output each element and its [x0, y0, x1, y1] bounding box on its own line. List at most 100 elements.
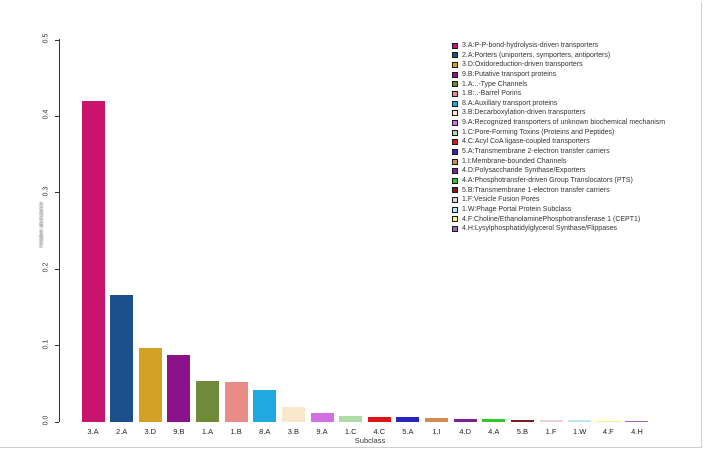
- legend-item: 9.A:Recognized transporters of unknown b…: [452, 118, 665, 128]
- bar: [482, 419, 506, 422]
- legend-swatch-icon: [452, 197, 458, 204]
- bar: [425, 418, 449, 422]
- bar: [281, 406, 305, 422]
- legend-item: 1.F:Vesicle Fusion Pores: [452, 195, 665, 205]
- legend-label: 3.A:P-P-bond-hydrolysis-driven transport…: [462, 42, 599, 49]
- legend-label: 4.F:Choline/EthanolaminePhosphotransfera…: [462, 215, 641, 223]
- bar: [138, 347, 162, 422]
- legend-swatch-icon: [452, 158, 458, 165]
- legend-swatch-icon: [452, 148, 458, 155]
- x-tick-label: 1.B: [230, 427, 242, 436]
- x-tick-label: 3.D: [144, 427, 157, 436]
- legend-label: 9.A:Recognized transporters of unknown b…: [462, 119, 666, 127]
- legend-item: 4.C:Acyl CoA ligase-coupled transporters: [452, 137, 665, 147]
- figure-frame-bottom: [0, 447, 702, 448]
- legend-item: 9.B:Putative transport proteins: [452, 70, 665, 80]
- legend-swatch-icon: [452, 168, 458, 175]
- bar: [81, 101, 105, 422]
- legend-label: 2.A:Porters (uniporters, symporters, ant…: [462, 51, 611, 59]
- legend-label: 9.B:Putative transport proteins: [462, 70, 557, 78]
- legend-label: 5.B:Transmembrane 1-electron transfer ca…: [462, 186, 610, 194]
- x-tick-label: 3.A: [87, 427, 99, 436]
- legend-item: 5.B:Transmembrane 1-electron transfer ca…: [452, 186, 665, 196]
- legend-swatch-icon: [452, 119, 458, 126]
- x-tick-label: 2.A: [115, 427, 128, 436]
- x-tick-label: 4.C: [373, 427, 386, 436]
- y-tick-mark: [55, 192, 59, 194]
- x-tick-label: 9.B: [173, 427, 185, 436]
- legend-swatch-icon: [452, 225, 458, 232]
- x-tick-label: 4.D: [459, 427, 472, 436]
- bar: [253, 389, 277, 422]
- y-tick-label: 0.2: [42, 262, 50, 273]
- legend-item: 1.A:..-Type Channels: [452, 80, 665, 90]
- legend-swatch-icon: [452, 42, 458, 49]
- legend-swatch-icon: [452, 71, 458, 78]
- legend-item: 1.I:Membrane-bounded Channels: [452, 157, 665, 167]
- legend-swatch-icon: [452, 216, 458, 223]
- legend-label: 1.B:..-Barrel Porins: [462, 90, 522, 98]
- x-tick-label: 5.A: [402, 427, 414, 436]
- legend-label: 4.D:Polysaccharide Synthase/Exporters: [462, 167, 586, 175]
- legend-swatch-icon: [452, 52, 458, 59]
- bar: [167, 354, 191, 422]
- legend-swatch-icon: [452, 187, 458, 194]
- y-tick-mark: [55, 345, 59, 347]
- legend-item: 3.B:Decarboxylation-driven transporters: [452, 108, 665, 118]
- legend-swatch-icon: [452, 139, 458, 146]
- bar: [596, 420, 620, 422]
- legend-label: 3.D:Oxidoreduction-driven transporters: [462, 61, 583, 69]
- bar: [310, 412, 334, 422]
- bar: [568, 420, 592, 422]
- legend-swatch-icon: [452, 91, 458, 98]
- legend-label: 1.A:..-Type Channels: [462, 80, 528, 88]
- legend-label: 8.A:Auxiliary transport proteins: [462, 99, 558, 107]
- bar: [110, 295, 134, 422]
- legend-item: 4.D:Polysaccharide Synthase/Exporters: [452, 166, 665, 176]
- legend-swatch-icon: [452, 206, 458, 213]
- legend-label: 5.A:Transmembrane 2-electron transfer ca…: [462, 148, 610, 156]
- x-tick-label: 1.F: [545, 427, 557, 436]
- x-tick-label: 1.C: [344, 427, 357, 436]
- y-tick-mark: [55, 39, 59, 41]
- legend-swatch-icon: [452, 81, 458, 88]
- x-tick-label: 1.I: [432, 427, 441, 436]
- y-tick-label: 0.0: [42, 415, 50, 426]
- legend: 3.A:P-P-bond-hydrolysis-driven transport…: [452, 41, 665, 234]
- bar: [625, 420, 649, 422]
- y-tick-label: 0.5: [42, 33, 50, 44]
- x-tick-label: 8.A: [259, 427, 271, 436]
- legend-swatch-icon: [452, 100, 458, 107]
- y-tick-mark: [55, 268, 59, 270]
- x-axis-label: Subclass: [354, 436, 386, 445]
- legend-item: 8.A:Auxiliary transport proteins: [452, 99, 665, 109]
- legend-label: 1.W:Phage Portal Protein Subclass: [462, 205, 572, 213]
- y-axis-line: [59, 39, 60, 422]
- legend-item: 5.A:Transmembrane 2-electron transfer ca…: [452, 147, 665, 157]
- legend-item: 2.A:Porters (uniporters, symporters, ant…: [452, 51, 665, 61]
- x-tick-label: 4.H: [631, 427, 643, 436]
- x-tick-label: 1.A: [201, 427, 214, 436]
- bar: [339, 415, 363, 422]
- legend-swatch-icon: [452, 110, 458, 117]
- y-tick-mark: [55, 115, 59, 117]
- legend-item: 1.B:..-Barrel Porins: [452, 89, 665, 99]
- y-axis-label: Relative abundance: [39, 202, 45, 248]
- legend-label: 1.I:Membrane-bounded Channels: [462, 157, 567, 165]
- legend-label: 4.H:Lysylphosphatidylglycerol Synthase/F…: [462, 225, 617, 233]
- legend-item: 1.C:Pore-Forming Toxins (Proteins and Pe…: [452, 128, 665, 138]
- legend-item: 4.F:Choline/EthanolaminePhosphotransfera…: [452, 215, 665, 225]
- bar: [224, 382, 248, 422]
- legend-swatch-icon: [452, 177, 458, 184]
- legend-label: 4.A:Phosphotransfer-driven Group Translo…: [462, 176, 633, 184]
- bar: [396, 417, 420, 422]
- x-tick-label: 5.B: [516, 427, 529, 436]
- legend-item: 4.H:Lysylphosphatidylglycerol Synthase/F…: [452, 224, 665, 234]
- legend-item: 1.W:Phage Portal Protein Subclass: [452, 205, 665, 215]
- bar: [539, 420, 563, 422]
- legend-item: 4.A:Phosphotransfer-driven Group Translo…: [452, 176, 665, 186]
- x-tick-label: 9.A: [316, 427, 328, 436]
- x-tick-label: 1.W: [573, 427, 587, 436]
- y-tick-mark: [55, 421, 59, 423]
